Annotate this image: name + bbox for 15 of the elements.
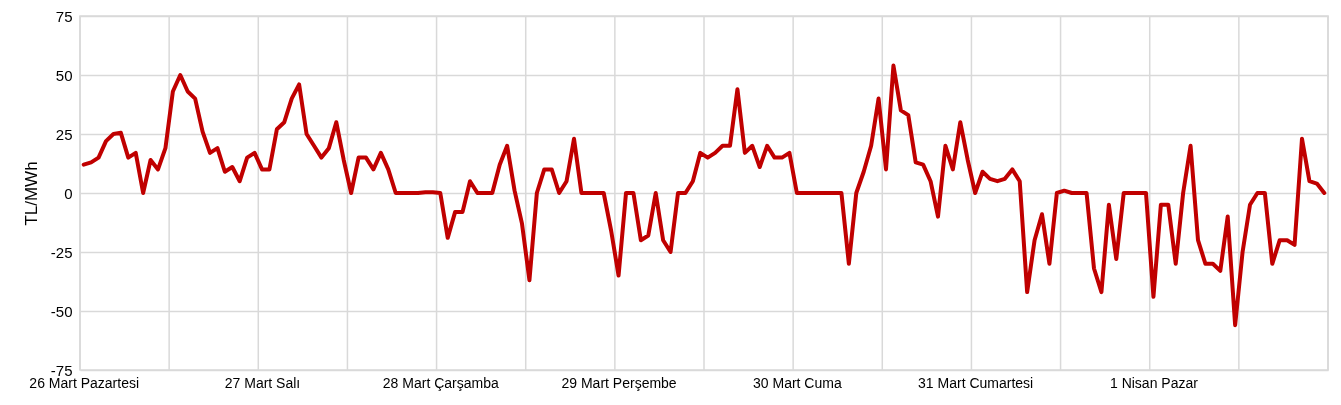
y-tick-label: 75 (55, 7, 73, 25)
y-tick-label: 25 (55, 125, 73, 143)
y-tick-label: -75 (50, 361, 73, 379)
x-tick-label: 28 Mart Çarşamba (382, 374, 499, 391)
y-tick-label: -50 (50, 302, 73, 320)
y-tick-label: -25 (50, 243, 73, 261)
x-tick-label: 1 Nisan Pazar (1109, 374, 1199, 391)
y-tick-label: 50 (55, 66, 73, 84)
x-tick-label: 27 Mart Salı (224, 374, 301, 391)
line-series (81, 63, 1327, 328)
x-tick-label: 31 Mart Cumartesi (918, 374, 1034, 391)
x-tick-label: 29 Mart Perşembe (561, 374, 677, 391)
x-tick-label: 30 Mart Cuma (753, 374, 842, 391)
y-tick-label: 0 (64, 184, 73, 202)
y-axis-title: TL/MWh (21, 161, 41, 226)
